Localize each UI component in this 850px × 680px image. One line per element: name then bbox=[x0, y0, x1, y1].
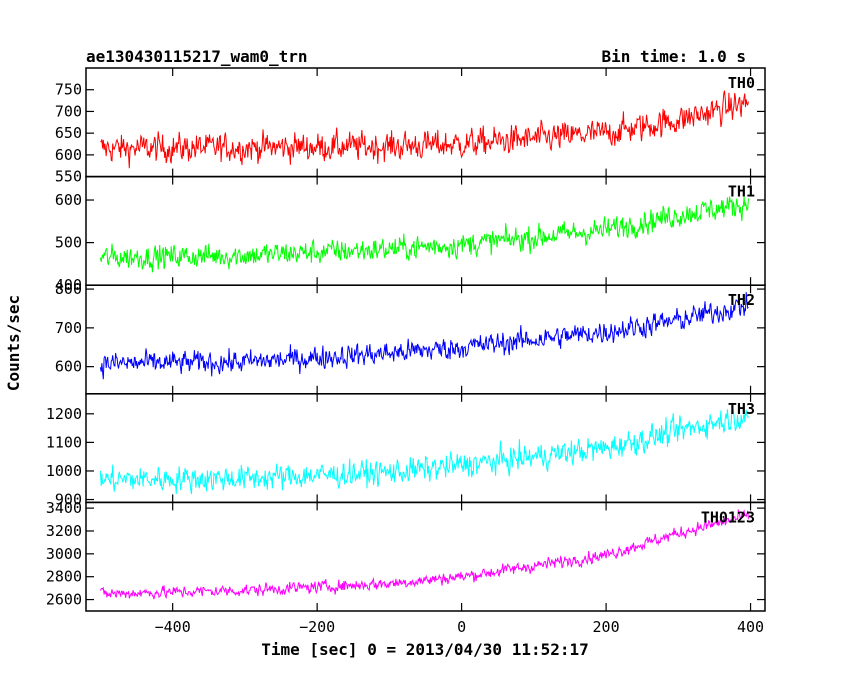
series-line-th2 bbox=[99, 292, 749, 380]
y-tick-label: 1200 bbox=[46, 405, 82, 423]
y-tick-label: 1000 bbox=[46, 462, 82, 480]
y-tick-label: 900 bbox=[55, 491, 82, 509]
panel-th2: 600 700 800 TH2 bbox=[55, 280, 766, 395]
y-tick-label: 600 bbox=[55, 146, 82, 164]
series-line-th0 bbox=[100, 90, 749, 169]
y-tick-label: 2600 bbox=[46, 591, 82, 609]
y-tick-label: 750 bbox=[55, 81, 82, 99]
x-tick-label: 0 bbox=[457, 618, 466, 636]
panel-th1: 400 500 600 TH1 bbox=[55, 175, 766, 294]
panel-th3: 900 1000 1100 1200 TH3 bbox=[46, 393, 766, 509]
x-tick-label: 400 bbox=[737, 618, 764, 636]
series-line-th1 bbox=[99, 196, 749, 273]
chart-title: ae130430115217_wam0_trn bbox=[86, 47, 308, 66]
y-tick-label: 3400 bbox=[46, 499, 82, 517]
panel-label-th2: TH2 bbox=[728, 291, 755, 309]
y-tick-label: 650 bbox=[55, 124, 82, 142]
panel-frame bbox=[85, 175, 766, 286]
x-tick-label: −200 bbox=[299, 618, 335, 636]
bin-time-label: Bin time: 1.0 s bbox=[602, 47, 747, 66]
panel-label-th0123: TH0123 bbox=[701, 508, 755, 526]
panel-frame bbox=[85, 501, 766, 612]
y-tick-label: 700 bbox=[55, 102, 82, 120]
panels: 550 600 650 700 750 TH0 400 500 600 TH1 600 700 800 T… bbox=[46, 67, 766, 612]
y-tick-label: 500 bbox=[55, 234, 82, 252]
y-tick-label: 600 bbox=[55, 358, 82, 376]
panel-frame bbox=[85, 393, 766, 504]
x-axis: −400 −200 0 200 400 bbox=[155, 618, 764, 636]
panel-th0123: 2600 2800 3000 3200 3400 TH0123 bbox=[46, 499, 766, 612]
panel-frame bbox=[85, 67, 766, 178]
y-tick-label: 800 bbox=[55, 280, 82, 298]
y-axis-label: Counts/sec bbox=[4, 295, 23, 391]
series-line-th0123 bbox=[99, 508, 749, 600]
y-tick-label: 700 bbox=[55, 319, 82, 337]
y-tick-label: 3200 bbox=[46, 522, 82, 540]
x-tick-label: −400 bbox=[155, 618, 191, 636]
y-tick-label: 1100 bbox=[46, 433, 82, 451]
panel-label-th0: TH0 bbox=[728, 74, 755, 92]
series-line-th3 bbox=[99, 409, 749, 495]
x-tick-label: 200 bbox=[593, 618, 620, 636]
y-tick-label: 600 bbox=[55, 191, 82, 209]
y-tick-label: 400 bbox=[55, 276, 82, 294]
panel-th0: 550 600 650 700 750 TH0 bbox=[55, 67, 766, 186]
y-tick-label: 2800 bbox=[46, 568, 82, 586]
y-tick-label: 550 bbox=[55, 168, 82, 186]
x-axis-label: Time [sec] 0 = 2013/04/30 11:52:17 bbox=[261, 640, 589, 659]
panel-frame bbox=[85, 284, 766, 395]
panel-label-th1: TH1 bbox=[728, 183, 755, 201]
panel-label-th3: TH3 bbox=[728, 400, 755, 418]
y-tick-label: 3000 bbox=[46, 545, 82, 563]
